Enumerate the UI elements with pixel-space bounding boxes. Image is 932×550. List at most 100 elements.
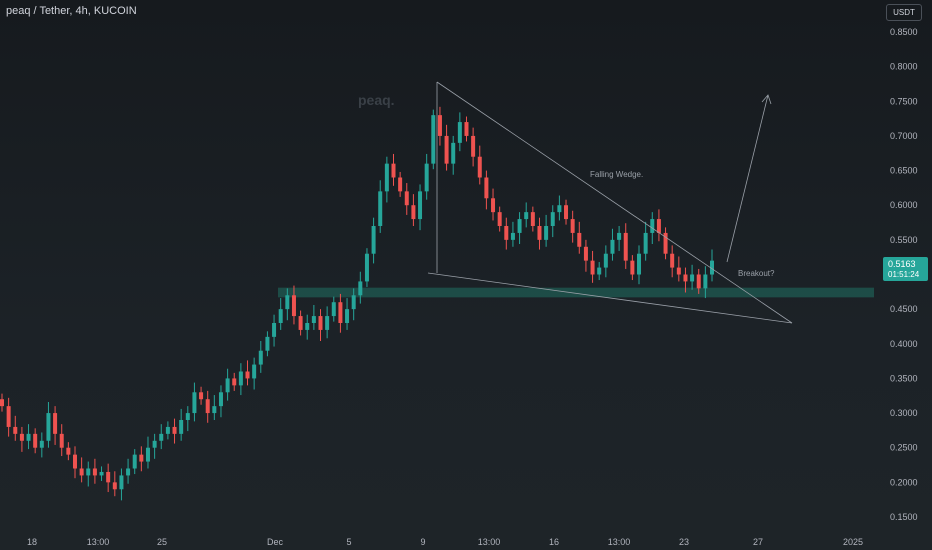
candle-body [238, 371, 243, 386]
candle-body [583, 246, 588, 261]
candle-body [418, 191, 423, 220]
candle-body [179, 420, 184, 434]
candle-body [245, 371, 250, 379]
candle-body [72, 454, 77, 469]
candle-body [351, 295, 356, 310]
projection-arrow-line[interactable] [726, 94, 769, 263]
candle-body [650, 219, 655, 233]
candle-body [6, 406, 11, 427]
candle-body [670, 253, 675, 268]
candle-body [411, 205, 416, 220]
candle-body [378, 191, 383, 226]
candle-body [690, 274, 695, 282]
time-tick-label: 27 [753, 537, 763, 547]
candle-body [205, 399, 210, 414]
candle-body [192, 392, 197, 414]
price-tag-background [883, 257, 928, 281]
candle-body [218, 392, 223, 407]
time-tick-label: 23 [679, 537, 689, 547]
candle-body [510, 232, 515, 240]
candle-body [358, 281, 363, 296]
price-tag: 0.5163 01:51:24 [883, 257, 928, 281]
candle-body [278, 309, 283, 323]
candle-body [225, 378, 230, 393]
candle-body [610, 239, 615, 254]
candle-body [477, 156, 482, 178]
candle-body [703, 274, 708, 289]
candle-body [152, 440, 157, 448]
time-tick-label: 13:00 [608, 537, 631, 547]
candle-body [53, 413, 58, 434]
price-tick-label: 0.5500 [890, 235, 918, 245]
watermark-text: peaq. [358, 92, 395, 108]
time-axis[interactable]: 18 13:00 25 Dec 5 9 13:00 16 13:00 23 27 2025 [27, 537, 863, 547]
candle-body [484, 177, 489, 199]
candle-body [345, 309, 350, 323]
candle-body [371, 226, 376, 254]
candle-body [391, 163, 396, 178]
candle-body [364, 253, 369, 282]
candle-body [318, 316, 323, 330]
candle-body [504, 226, 509, 240]
candle-body [145, 447, 150, 462]
candle-body [139, 454, 144, 462]
candle-body [112, 482, 117, 490]
candle-body [683, 274, 688, 282]
candle-body [86, 468, 91, 476]
candle-body [285, 295, 290, 310]
currency-unit-button[interactable]: USDT [886, 4, 922, 21]
symbol-title[interactable]: peaq / Tether, 4h, KUCOIN [6, 5, 137, 17]
candle-body [643, 232, 648, 254]
candle-body [537, 226, 542, 240]
candle-body [603, 253, 608, 268]
candle-body [663, 232, 668, 254]
candle-body [451, 142, 456, 164]
price-tick-label: 0.7000 [890, 131, 918, 141]
candle-body [564, 205, 569, 220]
price-tick-label: 0.2500 [890, 443, 918, 453]
price-tick-label: 0.8000 [890, 62, 918, 72]
candle-body [92, 468, 97, 476]
current-price-label: 0.5163 [888, 259, 916, 269]
candle-body [106, 471, 111, 483]
bar-countdown-label: 01:51:24 [888, 270, 920, 279]
candle-body [590, 260, 595, 275]
price-axis[interactable]: 0.8500 0.8000 0.7500 0.7000 0.6500 0.6000 0.55… [890, 27, 918, 522]
time-tick-label: 2025 [843, 537, 863, 547]
falling-wedge-label: Falling Wedge. [590, 170, 643, 179]
candle-body [132, 454, 137, 469]
candle-body [623, 232, 628, 261]
candle-body [126, 468, 131, 476]
candle-body [258, 350, 263, 365]
candle-body [398, 177, 403, 192]
candle-body [457, 122, 462, 143]
candle-body [637, 253, 642, 275]
candle-body [696, 274, 701, 289]
wedge-lower-line[interactable] [427, 272, 793, 324]
candle-body [517, 219, 522, 233]
candle-body [524, 212, 529, 220]
candle-body [471, 135, 476, 157]
candle-body [544, 226, 549, 240]
wedge-upper-line[interactable] [436, 81, 793, 324]
candle-body [464, 122, 469, 136]
price-tick-label: 0.1500 [890, 512, 918, 522]
candle-body [570, 219, 575, 233]
candle-body [165, 426, 170, 434]
candle-body [617, 232, 622, 240]
candle-body [232, 378, 237, 386]
candle-body [159, 433, 164, 441]
candle-body [19, 433, 24, 441]
time-tick-label: 18 [27, 537, 37, 547]
candle-body [172, 426, 177, 434]
candle-body [338, 302, 343, 323]
candle-body [212, 406, 217, 414]
candle-body [66, 447, 71, 455]
candle-body [265, 336, 270, 351]
projection-arrow-head [761, 94, 772, 105]
candle-body [325, 316, 330, 330]
candle-body [630, 260, 635, 275]
candle-body [431, 115, 436, 164]
